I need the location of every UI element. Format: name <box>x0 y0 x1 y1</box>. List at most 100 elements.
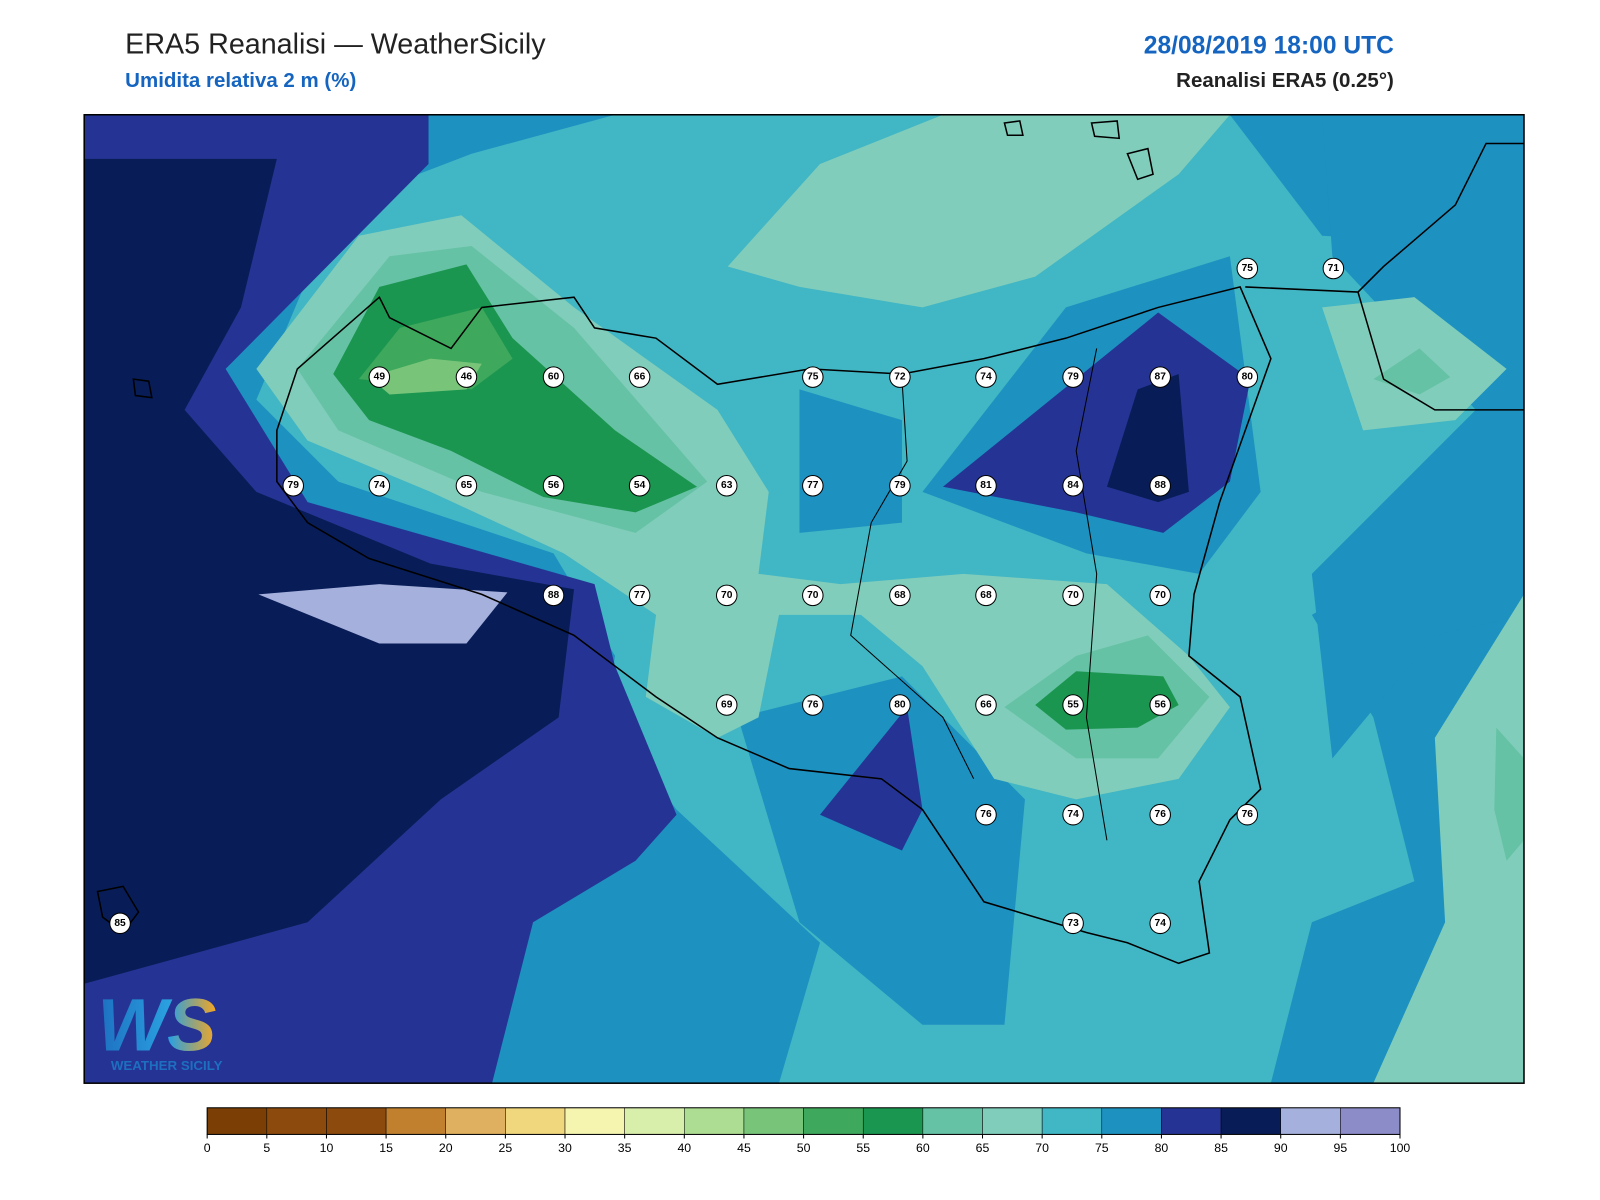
station: 56 <box>542 474 565 497</box>
colorbar-segment <box>445 1107 506 1135</box>
colorbar-segment <box>1041 1107 1103 1135</box>
station: 55 <box>1062 694 1084 716</box>
station: 79 <box>889 474 911 497</box>
station-marker <box>542 584 565 607</box>
station: 74 <box>368 474 391 497</box>
station-marker <box>1062 584 1084 607</box>
station: 88 <box>542 584 565 607</box>
station-value: 74 <box>374 480 386 491</box>
station-value: 76 <box>1242 809 1254 820</box>
colorbar-segment <box>803 1107 864 1135</box>
station-marker <box>975 584 997 607</box>
station-value: 81 <box>980 480 992 491</box>
station-value: 88 <box>1155 480 1167 491</box>
station-value: 68 <box>894 590 906 601</box>
station-marker <box>715 694 738 716</box>
colorbar-tick-label: 85 <box>1214 1141 1228 1155</box>
station: 77 <box>628 584 651 607</box>
station-marker <box>1149 584 1171 607</box>
station-marker <box>1149 694 1171 716</box>
station: 70 <box>802 584 824 607</box>
colorbar-tick-label: 75 <box>1095 1141 1109 1155</box>
colorbar-segment <box>1101 1107 1162 1135</box>
station-marker <box>455 366 478 388</box>
station: 68 <box>889 584 911 607</box>
station-marker <box>1062 803 1084 826</box>
station: 63 <box>715 474 738 497</box>
station-marker <box>1062 366 1084 388</box>
station: 68 <box>975 584 997 607</box>
station: 69 <box>715 694 738 716</box>
station-value: 56 <box>548 480 560 491</box>
station: 73 <box>1062 912 1084 935</box>
logo-name: WEATHER SICILY <box>111 1058 223 1073</box>
station-value: 74 <box>980 372 992 383</box>
station-marker <box>1149 366 1171 388</box>
station-value: 79 <box>894 480 906 491</box>
station-value: 68 <box>980 590 992 601</box>
station: 70 <box>1149 584 1171 607</box>
colorbar-segment <box>1280 1107 1341 1135</box>
station-value: 80 <box>1242 372 1254 383</box>
station: 81 <box>975 474 997 497</box>
colorbar-segment <box>266 1107 327 1135</box>
station-value: 79 <box>1067 372 1079 383</box>
colorbar-segment <box>982 1107 1043 1135</box>
station: 74 <box>1062 803 1084 826</box>
station-marker <box>1149 474 1171 497</box>
station-value: 79 <box>288 480 300 491</box>
station-value: 73 <box>1067 918 1079 929</box>
colorbar-segment <box>922 1107 983 1135</box>
colorbar-segment <box>326 1107 387 1135</box>
station-value: 70 <box>1067 590 1079 601</box>
station-value: 49 <box>374 372 386 383</box>
colorbar-tick-label: 35 <box>618 1141 632 1155</box>
station-marker <box>1236 366 1259 388</box>
colorbar-segment <box>862 1107 924 1135</box>
station-marker <box>1236 257 1259 280</box>
colorbar-tick-label: 10 <box>320 1141 334 1155</box>
station-value: 80 <box>894 700 906 711</box>
colorbar-segment <box>505 1107 566 1135</box>
station-marker <box>542 474 565 497</box>
station-marker <box>975 474 997 497</box>
colorbar-segment <box>385 1107 446 1135</box>
station-value: 56 <box>1155 700 1167 711</box>
colorbar-tick-label: 50 <box>797 1141 811 1155</box>
station-marker <box>889 694 911 716</box>
station: 75 <box>1236 257 1259 280</box>
station-value: 77 <box>807 480 819 491</box>
colorbar-tick-label: 70 <box>1035 1141 1049 1155</box>
colorbar-segment <box>564 1107 625 1135</box>
station: 60 <box>542 366 565 388</box>
station-marker <box>802 584 824 607</box>
station: 65 <box>455 474 478 497</box>
colorbar-tick-label: 100 <box>1390 1141 1411 1155</box>
station-value: 60 <box>548 372 560 383</box>
colorbar-segment <box>1161 1107 1222 1135</box>
station: 74 <box>975 366 997 388</box>
station-marker <box>975 694 997 716</box>
map-frame <box>83 114 1525 1084</box>
station-marker <box>628 474 651 497</box>
station: 46 <box>455 366 478 388</box>
station-value: 70 <box>1155 590 1167 601</box>
colorbar-tick-label: 80 <box>1155 1141 1169 1155</box>
station: 79 <box>282 474 305 497</box>
station-value: 70 <box>721 590 733 601</box>
colorbar-tick-label: 40 <box>677 1141 691 1155</box>
station-marker <box>455 474 478 497</box>
station: 85 <box>109 912 131 935</box>
station-marker <box>368 366 391 388</box>
station-marker <box>628 366 651 388</box>
station-marker <box>975 803 997 826</box>
station: 77 <box>802 474 824 497</box>
station-value: 85 <box>114 918 126 929</box>
station-marker <box>802 474 824 497</box>
colorbar-tick-label: 95 <box>1334 1141 1348 1155</box>
station-value: 65 <box>461 480 473 491</box>
colorbar-segment <box>743 1107 804 1135</box>
station-marker <box>1062 912 1084 935</box>
station-marker <box>1322 257 1345 280</box>
stations: 75 71 49 46 60 66 75 72 74 79 87 80 79 74 65 56 54 63 77 79… <box>109 257 1345 935</box>
